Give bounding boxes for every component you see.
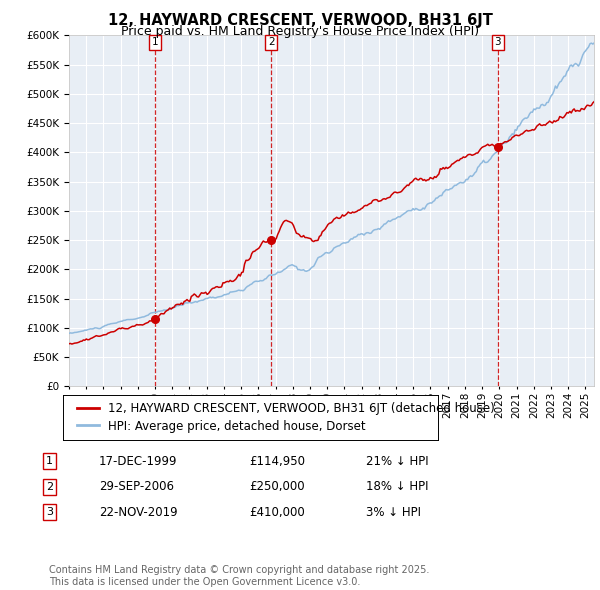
Text: £250,000: £250,000 [249,480,305,493]
Text: 18% ↓ HPI: 18% ↓ HPI [366,480,428,493]
Text: 3: 3 [46,507,53,517]
Text: 17-DEC-1999: 17-DEC-1999 [99,455,178,468]
Legend: 12, HAYWARD CRESCENT, VERWOOD, BH31 6JT (detached house), HPI: Average price, de: 12, HAYWARD CRESCENT, VERWOOD, BH31 6JT … [73,397,500,438]
Text: 3% ↓ HPI: 3% ↓ HPI [366,506,421,519]
Text: 22-NOV-2019: 22-NOV-2019 [99,506,178,519]
Text: 21% ↓ HPI: 21% ↓ HPI [366,455,428,468]
Text: 1: 1 [152,37,158,47]
Text: 29-SEP-2006: 29-SEP-2006 [99,480,174,493]
Text: Contains HM Land Registry data © Crown copyright and database right 2025.
This d: Contains HM Land Registry data © Crown c… [49,565,430,587]
Text: £114,950: £114,950 [249,455,305,468]
Text: 2: 2 [46,482,53,491]
Text: 12, HAYWARD CRESCENT, VERWOOD, BH31 6JT: 12, HAYWARD CRESCENT, VERWOOD, BH31 6JT [107,13,493,28]
Text: Price paid vs. HM Land Registry's House Price Index (HPI): Price paid vs. HM Land Registry's House … [121,25,479,38]
Text: 3: 3 [494,37,501,47]
Text: 1: 1 [46,457,53,466]
Text: 2: 2 [268,37,275,47]
Text: £410,000: £410,000 [249,506,305,519]
